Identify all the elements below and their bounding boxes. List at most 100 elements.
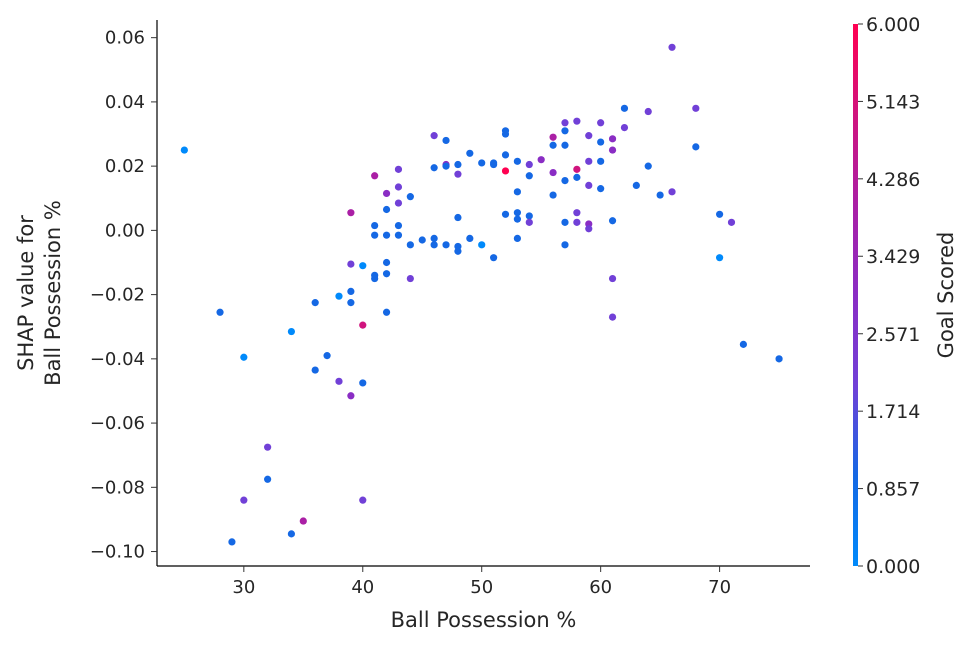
data-point [621, 105, 628, 112]
y-tick-label: 0.02 [105, 156, 145, 177]
colorbar-tick-label: 4.286 [866, 169, 920, 191]
data-point [502, 130, 509, 137]
data-point [585, 182, 592, 189]
data-point [454, 214, 461, 221]
colorbar-tick-label: 2.571 [866, 324, 920, 346]
data-point [716, 254, 723, 261]
data-point [454, 248, 461, 255]
data-point [561, 142, 568, 149]
data-point [371, 232, 378, 239]
data-point [633, 182, 640, 189]
x-axis-label: Ball Possession % [391, 608, 577, 632]
data-point [383, 270, 390, 277]
data-point [371, 222, 378, 229]
data-point [347, 209, 354, 216]
y-tick-label: 0.04 [105, 92, 145, 113]
data-point [442, 163, 449, 170]
colorbar: 0.000 0.857 1.714 2.571 3.429 4.286 5.143 6.000… [853, 14, 958, 578]
data-point [538, 156, 545, 163]
data-point [347, 299, 354, 306]
data-point [514, 216, 521, 223]
data-point [502, 167, 509, 174]
y-tick-label: −0.08 [90, 477, 145, 498]
data-point [431, 235, 438, 242]
data-point [526, 212, 533, 219]
data-point [407, 241, 414, 248]
data-point [335, 293, 342, 300]
data-point [431, 241, 438, 248]
data-point [371, 275, 378, 282]
data-point [609, 217, 616, 224]
y-tick-label: 0.06 [105, 28, 145, 49]
data-point [407, 193, 414, 200]
data-point [228, 538, 235, 545]
y-tick-label: −0.04 [90, 349, 145, 370]
data-point [609, 135, 616, 142]
colorbar-label: Goal Scored [934, 232, 958, 359]
data-point [502, 211, 509, 218]
y-axis-label-line-1: SHAP value for [14, 215, 38, 371]
data-point [442, 137, 449, 144]
data-point [312, 366, 319, 373]
data-point [549, 142, 556, 149]
x-tick-label: 30 [232, 577, 255, 598]
data-point [668, 44, 675, 51]
data-point [573, 174, 580, 181]
data-point [466, 150, 473, 157]
data-point [514, 235, 521, 242]
data-point [585, 158, 592, 165]
data-point [573, 209, 580, 216]
scatter-points [181, 44, 783, 546]
data-point [359, 379, 366, 386]
data-point [383, 190, 390, 197]
data-point [383, 232, 390, 239]
data-point [454, 171, 461, 178]
data-point [288, 328, 295, 335]
data-point [692, 143, 699, 150]
y-tick-label: 0.00 [105, 220, 145, 241]
data-point [573, 219, 580, 226]
data-point [431, 164, 438, 171]
data-point [597, 138, 604, 145]
x-tick-label: 60 [589, 577, 612, 598]
data-point [395, 183, 402, 190]
data-point [526, 172, 533, 179]
data-point [347, 392, 354, 399]
data-point [561, 241, 568, 248]
data-point [609, 313, 616, 320]
data-point [526, 219, 533, 226]
data-point [300, 517, 307, 524]
axes: 30 40 50 60 70 0.06 0.04 0.02 0.00 −0.02 −0.04 −0.0… [14, 20, 810, 632]
x-tick-label: 40 [351, 577, 374, 598]
data-point [657, 191, 664, 198]
data-point [490, 254, 497, 261]
data-point [549, 191, 556, 198]
colorbar-gradient [853, 24, 858, 566]
data-point [645, 163, 652, 170]
data-point [395, 232, 402, 239]
colorbar-tick-label: 3.429 [866, 246, 920, 268]
y-tick-label: −0.10 [90, 542, 145, 563]
data-point [561, 127, 568, 134]
data-point [419, 236, 426, 243]
data-point [609, 275, 616, 282]
data-point [668, 188, 675, 195]
data-point [407, 275, 414, 282]
data-point [240, 497, 247, 504]
data-point [288, 530, 295, 537]
data-point [561, 219, 568, 226]
x-tick-label: 50 [470, 577, 493, 598]
data-point [549, 169, 556, 176]
data-point [395, 199, 402, 206]
data-point [466, 235, 473, 242]
data-point [573, 118, 580, 125]
data-point [585, 132, 592, 139]
data-point [585, 225, 592, 232]
data-point [264, 476, 271, 483]
data-point [549, 134, 556, 141]
data-point [240, 354, 247, 361]
colorbar-tick-label: 6.000 [866, 14, 920, 36]
colorbar-tick-label: 0.857 [866, 479, 920, 501]
data-point [347, 288, 354, 295]
